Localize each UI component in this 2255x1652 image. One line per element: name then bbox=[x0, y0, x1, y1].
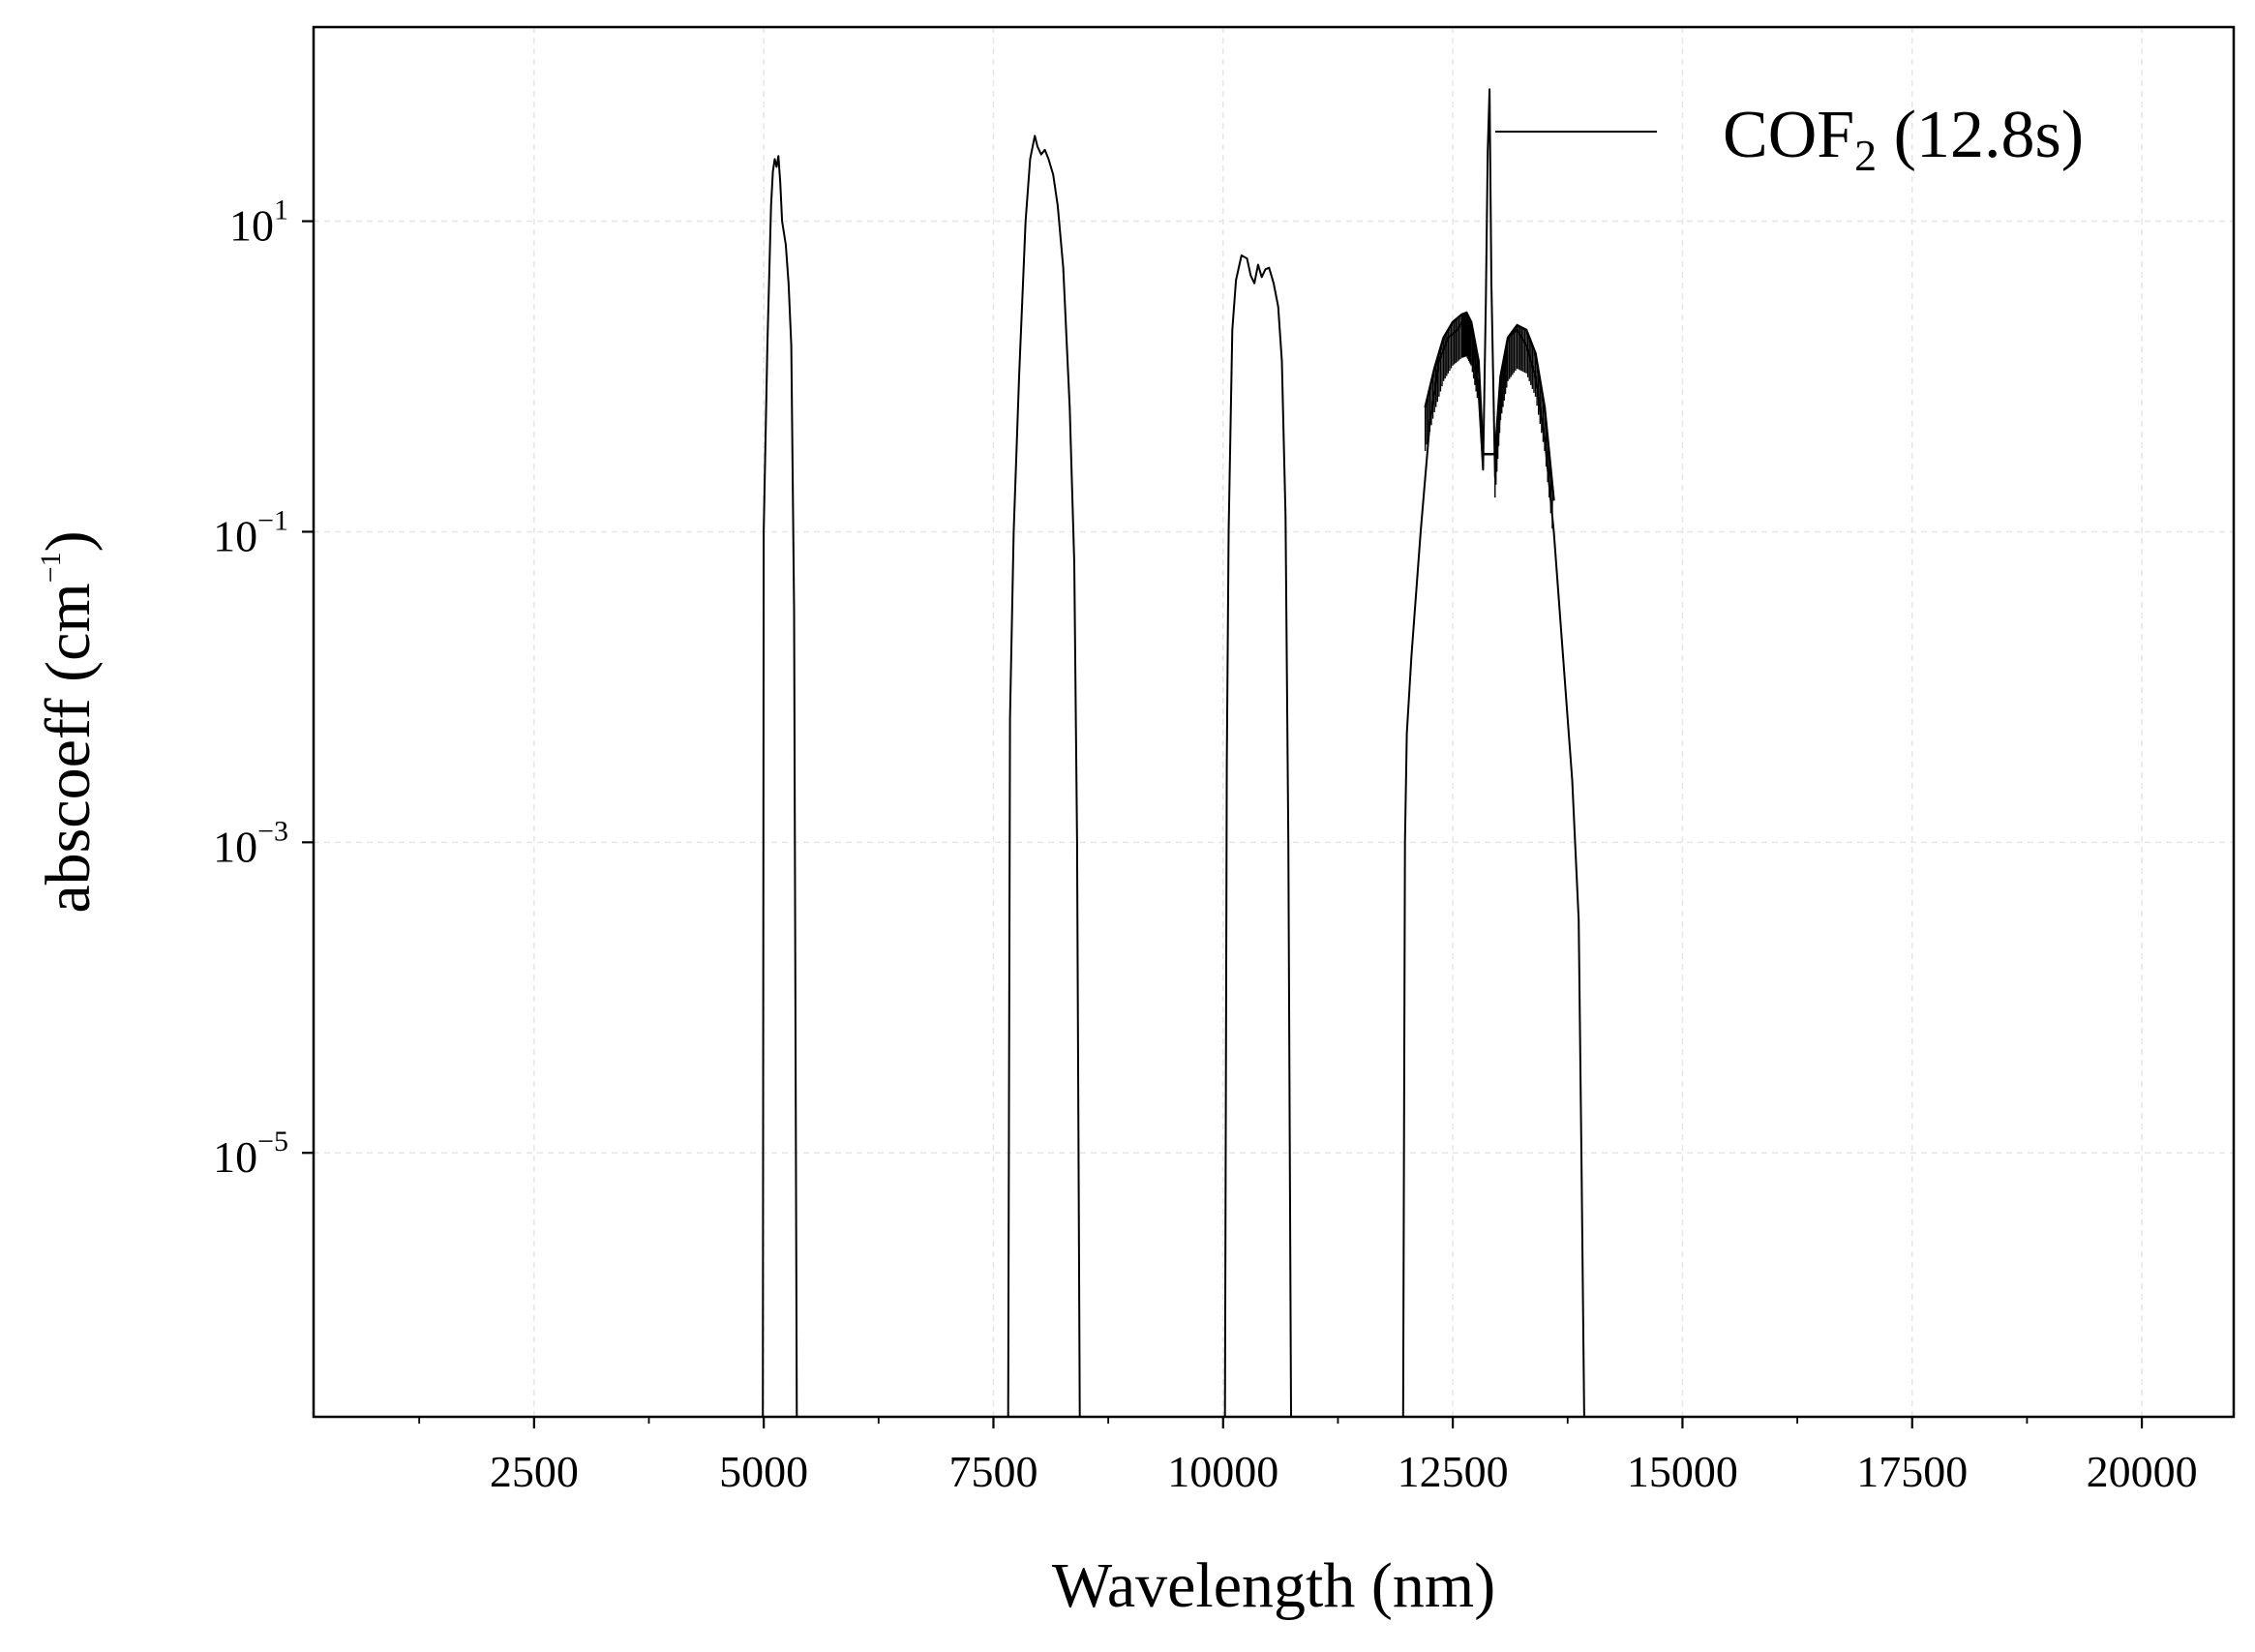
spectrum-band bbox=[1401, 88, 1585, 1418]
x-tick-label: 15000 bbox=[1627, 1447, 1738, 1496]
legend: COF2 (12.8s) bbox=[1495, 98, 2084, 180]
y-axis-title-close: ) bbox=[33, 530, 104, 552]
x-tick-label: 2500 bbox=[490, 1447, 579, 1496]
legend-label-main: COF bbox=[1723, 98, 1854, 172]
legend-label-rest: (12.8s) bbox=[1877, 98, 2084, 172]
y-tick-label: 101 bbox=[229, 195, 288, 251]
y-axis-title-sup: −1 bbox=[35, 552, 67, 583]
y-tick-label: 10−1 bbox=[213, 504, 288, 560]
x-axis-title: Wavelength (nm) bbox=[1052, 1550, 1495, 1621]
x-axis: 2500 5000 7500 10000 12500 15000 17500 20000 bbox=[418, 1417, 2198, 1496]
x-tick-label: 7500 bbox=[948, 1447, 1037, 1496]
legend-label-sub: 2 bbox=[1854, 131, 1877, 180]
legend-label: COF2 (12.8s) bbox=[1723, 98, 2084, 180]
y-tick-label: 10−3 bbox=[213, 815, 288, 871]
x-tick-label: 17500 bbox=[1856, 1447, 1968, 1496]
x-tick-label: 5000 bbox=[719, 1447, 808, 1496]
series-layer bbox=[762, 88, 1585, 1418]
x-tick-label: 20000 bbox=[2087, 1447, 2198, 1496]
y-tick-label: 10−5 bbox=[213, 1126, 288, 1182]
spectrum-band bbox=[762, 155, 798, 1418]
y-axis: 101 10−1 10−3 10−5 bbox=[213, 195, 314, 1182]
y-axis-title-main: abscoeff (cm bbox=[33, 583, 104, 913]
grid-lines bbox=[314, 27, 2234, 1417]
spectrum-band bbox=[1007, 135, 1081, 1418]
x-tick-label: 10000 bbox=[1167, 1447, 1278, 1496]
x-tick-label: 12500 bbox=[1398, 1447, 1509, 1496]
plot-frame bbox=[312, 25, 2236, 1419]
spectrum-band bbox=[1223, 254, 1292, 1418]
y-axis-title: abscoeff (cm−1) bbox=[33, 530, 104, 913]
